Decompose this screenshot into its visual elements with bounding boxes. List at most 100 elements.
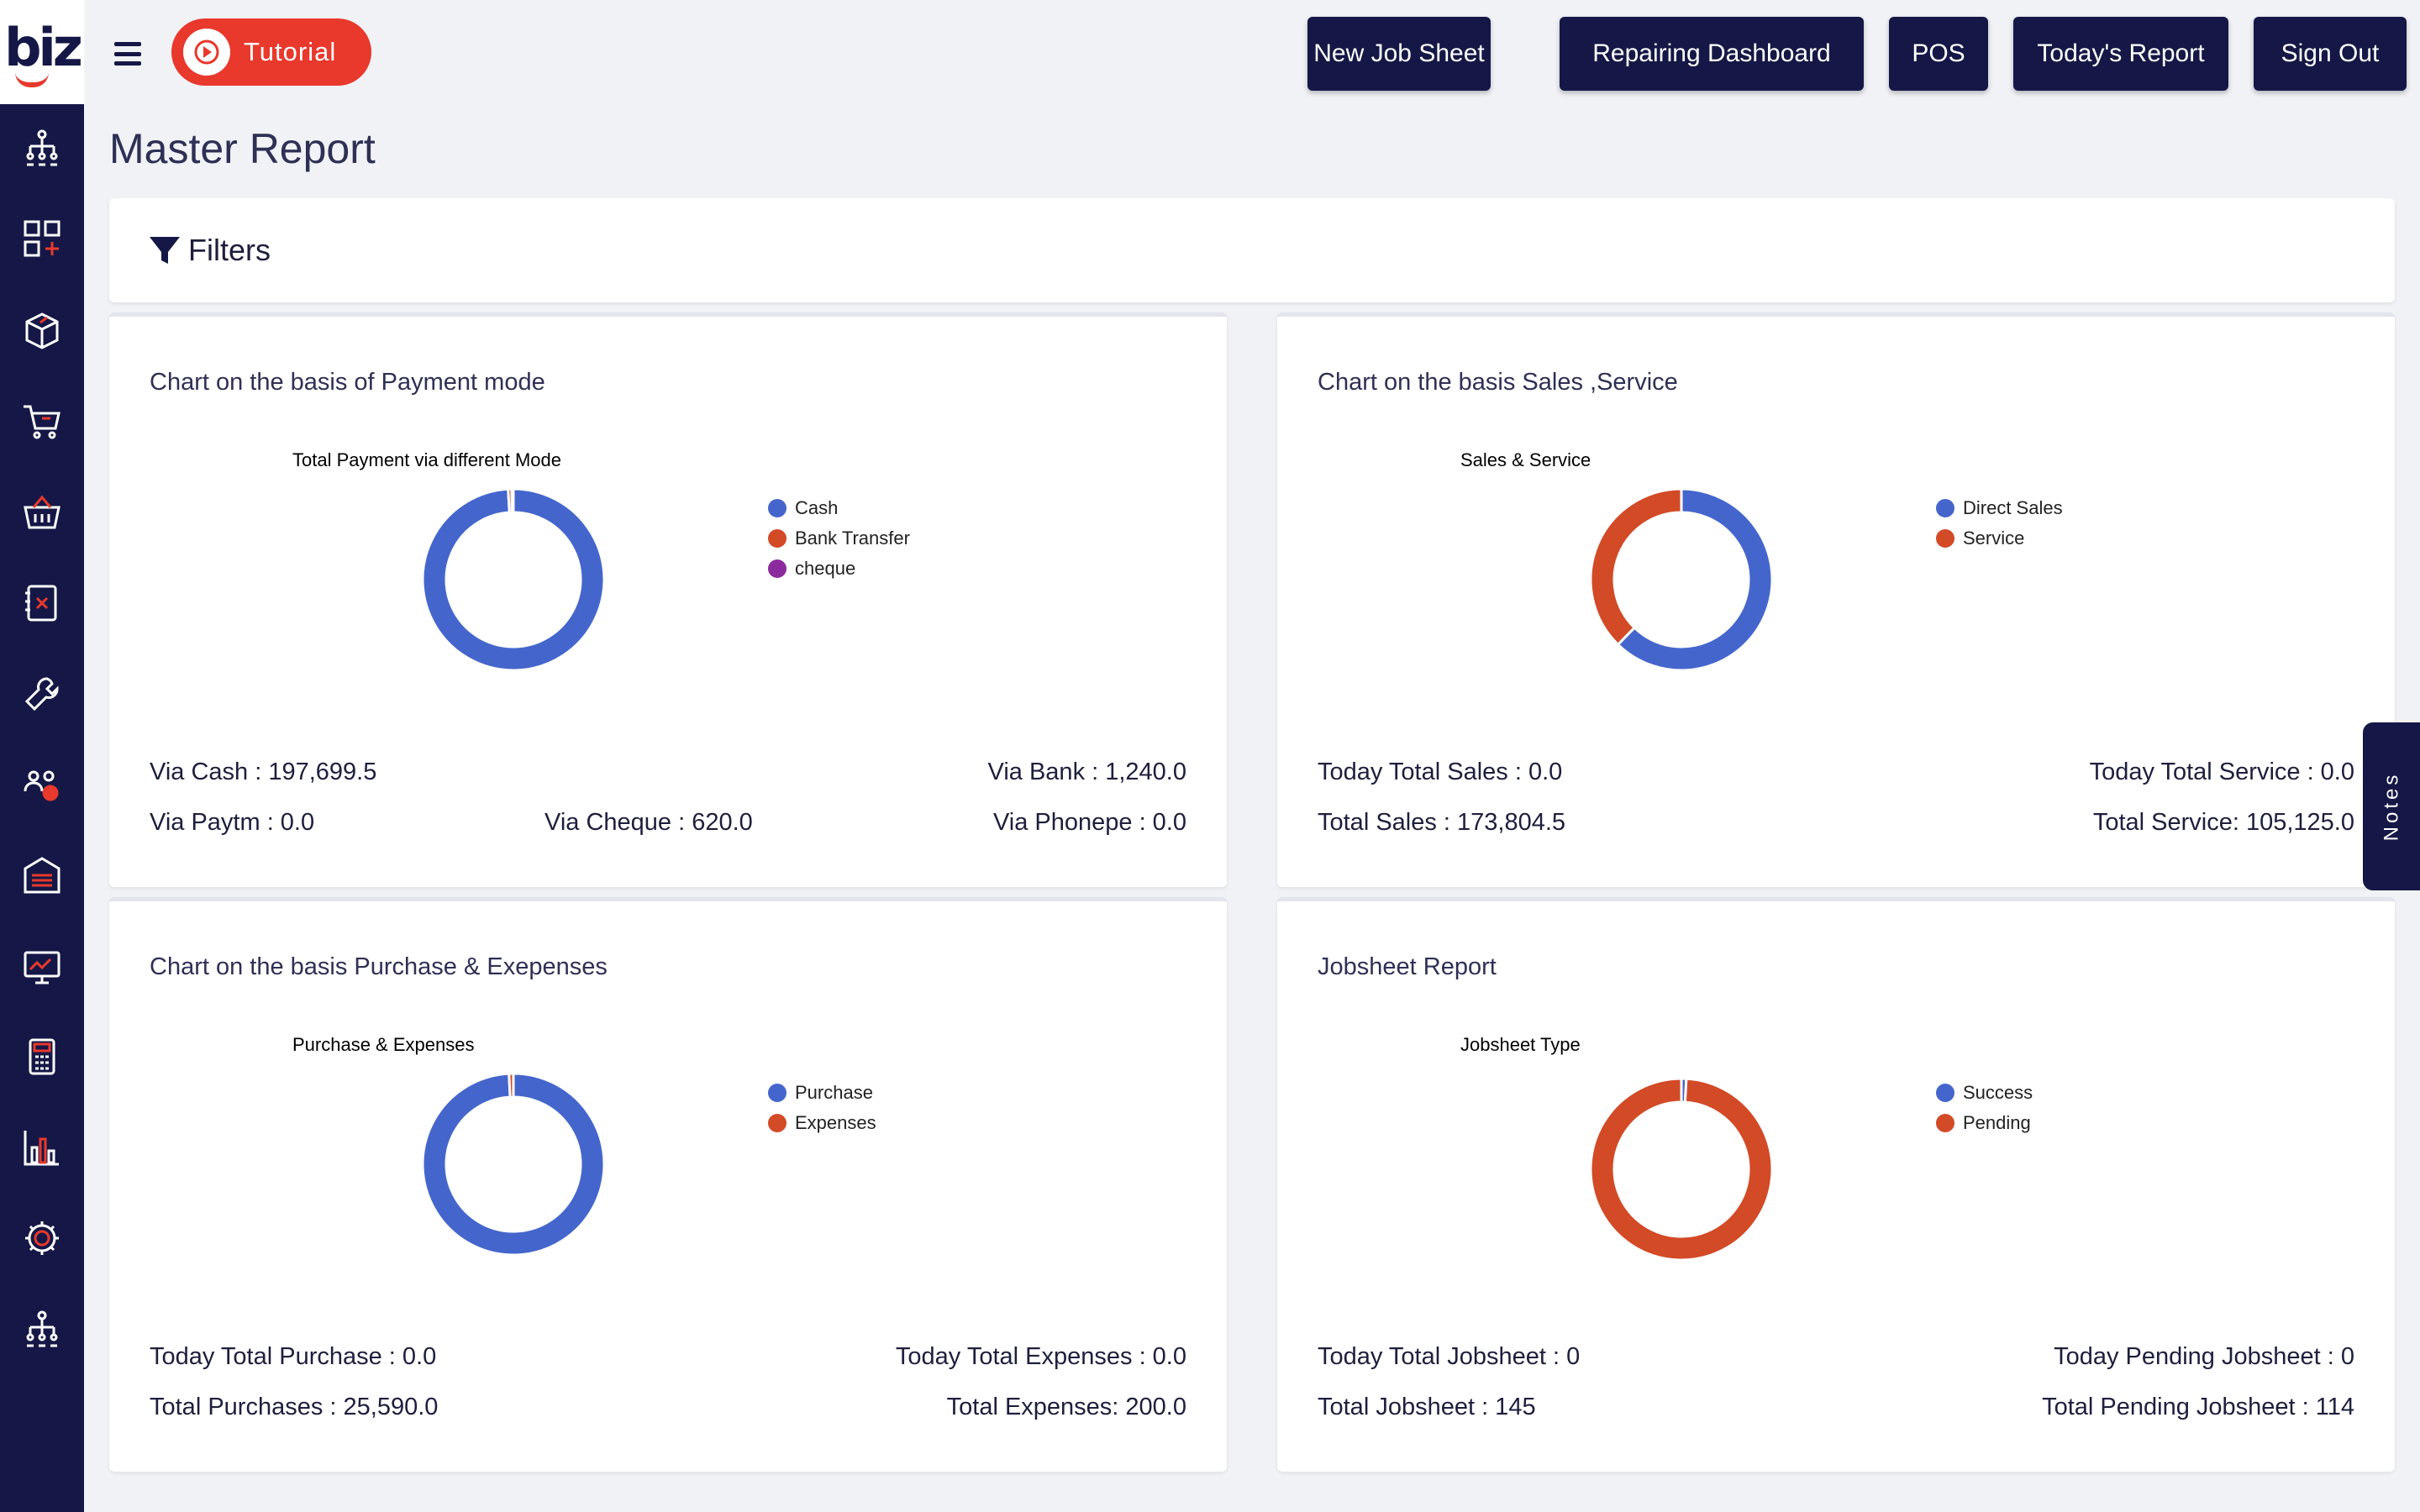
chart-title: Total Payment via different Mode	[292, 449, 561, 470]
stat-today-pending-jobsheet: Today Pending Jobsheet : 0	[2054, 1343, 2354, 1370]
legend-label: Bank Transfer	[795, 528, 910, 549]
chart-title: Jobsheet Type	[1460, 1034, 1581, 1055]
filters-bar[interactable]: Filters	[109, 198, 2395, 302]
chart-legend: Success Pending	[1936, 1078, 2033, 1138]
dashboard-add-icon[interactable]	[20, 217, 64, 260]
legend-dot-icon	[1936, 1114, 1954, 1132]
warehouse-icon[interactable]	[20, 853, 64, 897]
stat-today-total-expenses: Today Total Expenses : 0.0	[895, 1343, 1186, 1370]
top-bar: Tutorial New Job Sheet Repairing Dashboa…	[84, 0, 2420, 104]
stat-via-phonepe: Via Phonepe : 0.0	[992, 809, 1186, 836]
tutorial-label: Tutorial	[244, 37, 337, 66]
donut-slice-purchase[interactable]	[421, 1072, 606, 1257]
filters-label: Filters	[188, 233, 271, 267]
ledger-icon[interactable]	[20, 581, 64, 625]
donut-slice-expenses[interactable]	[508, 1072, 515, 1099]
notes-tab[interactable]: Notes	[2363, 722, 2420, 890]
new-job-sheet-button[interactable]: New Job Sheet	[1307, 17, 1491, 91]
chart-title: Purchase & Expenses	[292, 1034, 475, 1055]
legend-label: Expenses	[795, 1112, 876, 1133]
legend-dot-icon	[768, 499, 786, 517]
pos-button[interactable]: POS	[1889, 17, 1988, 91]
hierarchy-icon[interactable]	[20, 1307, 64, 1351]
card-title: Chart on the basis of Payment mode	[150, 369, 545, 396]
donut-slice-direct-sales[interactable]	[1616, 487, 1774, 672]
legend-item[interactable]: Direct Sales	[1936, 493, 2063, 523]
cart-icon[interactable]	[20, 400, 64, 444]
legend-item[interactable]: Cash	[768, 493, 910, 523]
calculator-icon[interactable]	[20, 1035, 64, 1079]
legend-label: Direct Sales	[1963, 497, 2063, 518]
notes-label: Notes	[2380, 771, 2403, 842]
stat-via-cheque: Via Cheque : 620.0	[544, 809, 753, 836]
stat-total-jobsheet: Total Jobsheet : 145	[1318, 1394, 1536, 1420]
sales-service-card: Chart on the basis Sales ,Service Sales …	[1277, 312, 2395, 887]
sales-service-donut-chart	[1589, 487, 1774, 672]
stat-today-total-service: Today Total Service : 0.0	[2089, 759, 2354, 785]
box-icon[interactable]	[20, 309, 64, 353]
logo-text: biz	[4, 16, 83, 78]
card-title: Chart on the basis Sales ,Service	[1318, 369, 1678, 396]
payment-donut-chart	[421, 487, 606, 672]
stat-via-bank: Via Bank : 1,240.0	[987, 759, 1186, 785]
logo-smile-icon	[15, 72, 49, 87]
chart-legend: Direct Sales Service	[1936, 493, 2063, 554]
tutorial-button[interactable]: Tutorial	[171, 18, 371, 86]
stat-today-total-jobsheet: Today Total Jobsheet : 0	[1318, 1343, 1581, 1370]
stat-via-paytm: Via Paytm : 0.0	[150, 809, 315, 836]
legend-item[interactable]: Success	[1936, 1078, 2033, 1108]
stat-total-purchases: Total Purchases : 25,590.0	[150, 1394, 439, 1420]
purchase-expenses-donut-chart	[421, 1072, 606, 1257]
users-icon[interactable]	[20, 763, 64, 806]
legend-dot-icon	[1936, 499, 1954, 517]
basket-icon[interactable]	[20, 491, 64, 534]
legend-label: Purchase	[795, 1082, 873, 1103]
legend-item[interactable]: Purchase	[768, 1078, 876, 1108]
chart-legend: Purchase Expenses	[768, 1078, 876, 1138]
sign-out-button[interactable]: Sign Out	[2254, 17, 2407, 91]
sidebar: biz	[0, 0, 84, 1512]
jobsheet-report-card: Jobsheet Report Jobsheet Type Success Pen…	[1277, 897, 2395, 1472]
monitor-icon[interactable]	[20, 944, 64, 988]
settings-icon[interactable]	[20, 1216, 64, 1260]
filter-icon	[150, 237, 180, 264]
stat-via-cash: Via Cash : 197,699.5	[150, 759, 377, 785]
donut-slice-cheque[interactable]	[510, 487, 515, 514]
legend-item[interactable]: Service	[1936, 523, 2063, 554]
stat-total-service: Total Service: 105,125.0	[2092, 809, 2354, 836]
legend-dot-icon	[1936, 1084, 1954, 1102]
page-title: Master Report	[109, 125, 376, 172]
stat-total-expenses: Total Expenses: 200.0	[946, 1394, 1186, 1420]
repairing-dashboard-button[interactable]: Repairing Dashboard	[1560, 17, 1864, 91]
bar-chart-icon[interactable]	[20, 1126, 64, 1169]
stat-today-total-sales: Today Total Sales : 0.0	[1318, 759, 1563, 785]
legend-item[interactable]: Bank Transfer	[768, 523, 910, 554]
legend-dot-icon	[768, 559, 786, 578]
legend-label: Service	[1963, 528, 2025, 549]
legend-item[interactable]: cheque	[768, 554, 910, 584]
legend-dot-icon	[768, 1114, 786, 1132]
card-title: Jobsheet Report	[1318, 953, 1497, 980]
legend-item[interactable]: Pending	[1936, 1108, 2033, 1138]
legend-label: cheque	[795, 558, 856, 579]
donut-slice-pending[interactable]	[1589, 1077, 1774, 1262]
hamburger-menu-icon[interactable]	[114, 42, 141, 66]
payment-mode-card: Chart on the basis of Payment mode Total…	[109, 312, 1227, 887]
legend-label: Pending	[1963, 1112, 2031, 1133]
purchase-expenses-card: Chart on the basis Purchase & Exepenses …	[109, 897, 1227, 1472]
stat-today-total-purchase: Today Total Purchase : 0.0	[150, 1343, 437, 1370]
legend-dot-icon	[768, 1084, 786, 1102]
todays-report-button[interactable]: Today's Report	[2013, 17, 2228, 91]
stat-total-pending-jobsheet: Total Pending Jobsheet : 114	[2042, 1394, 2354, 1420]
legend-item[interactable]: Expenses	[768, 1108, 876, 1138]
org-chart-icon[interactable]	[20, 126, 64, 170]
jobsheet-donut-chart	[1589, 1077, 1774, 1262]
legend-dot-icon	[768, 529, 786, 548]
wrench-icon[interactable]	[20, 672, 64, 716]
legend-label: Success	[1963, 1082, 2033, 1103]
logo[interactable]: biz	[0, 0, 84, 104]
chart-title: Sales & Service	[1460, 449, 1591, 470]
donut-slice-service[interactable]	[1589, 487, 1683, 647]
donut-slice-cash[interactable]	[421, 487, 606, 672]
legend-label: Cash	[795, 497, 839, 518]
